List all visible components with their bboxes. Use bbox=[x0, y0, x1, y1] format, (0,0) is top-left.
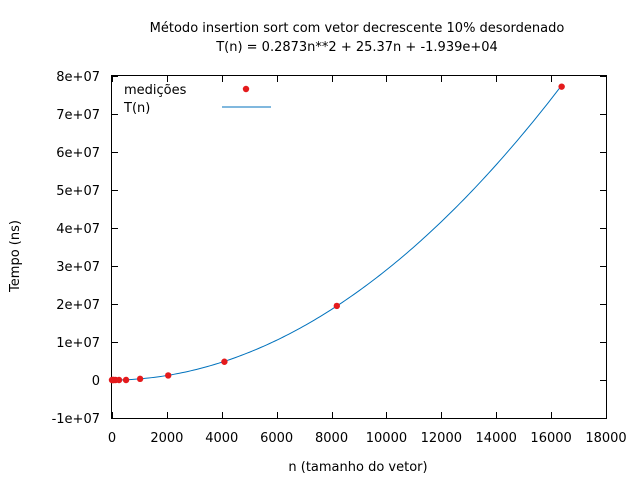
data-point bbox=[221, 358, 228, 365]
y-tick-label: 3e+07 bbox=[56, 260, 100, 275]
y-tick-label: 7e+07 bbox=[56, 108, 100, 123]
y-tick-label: 0 bbox=[92, 374, 100, 389]
plot-frame bbox=[111, 75, 607, 419]
x-tick-label: 16000 bbox=[530, 431, 571, 446]
data-point bbox=[115, 376, 123, 384]
x-tick-label: 12000 bbox=[421, 431, 462, 446]
measurement-points bbox=[108, 83, 565, 384]
x-tick-label: 2000 bbox=[150, 431, 183, 446]
x-axis-label: n (tamanho do vetor) bbox=[288, 460, 427, 475]
legend-marker-measurements bbox=[242, 85, 250, 93]
plot-area bbox=[108, 83, 565, 384]
y-tick-label: 8e+07 bbox=[56, 70, 100, 85]
x-axis: 0 2000 4000 6000 8000 10000 12000 14000 16000 180… bbox=[108, 76, 627, 446]
y-tick-label: 5e+07 bbox=[56, 184, 100, 199]
chart-title: Método insertion sort com vetor decresce… bbox=[150, 21, 565, 36]
y-tick-label: 2e+07 bbox=[56, 298, 100, 313]
x-tick-label: 6000 bbox=[260, 431, 293, 446]
x-tick-label: 4000 bbox=[205, 431, 238, 446]
legend: medições T(n) bbox=[123, 83, 271, 116]
data-point bbox=[165, 372, 172, 379]
data-point bbox=[136, 375, 144, 383]
data-point bbox=[122, 376, 130, 384]
x-tick-label: 10000 bbox=[366, 431, 407, 446]
x-tick-label: 0 bbox=[108, 431, 116, 446]
x-tick-label: 18000 bbox=[585, 431, 626, 446]
y-axis-label: Tempo (ns) bbox=[8, 220, 23, 293]
y-tick-label: 1e+07 bbox=[56, 336, 100, 351]
fit-curve bbox=[111, 85, 563, 381]
data-point bbox=[558, 83, 565, 90]
y-tick-label: 6e+07 bbox=[56, 146, 100, 161]
x-tick-label: 8000 bbox=[315, 431, 348, 446]
y-axis: -1e+07 0 1e+07 2e+07 3e+07 4e+07 5e+07 6e+07 7e+… bbox=[52, 70, 606, 427]
x-tick-label: 14000 bbox=[476, 431, 517, 446]
y-tick-label: -1e+07 bbox=[52, 412, 100, 427]
legend-label-fit: T(n) bbox=[123, 101, 150, 116]
data-point bbox=[333, 302, 341, 310]
y-tick-label: 4e+07 bbox=[56, 222, 100, 237]
legend-label-measurements: medições bbox=[124, 83, 187, 98]
chart-subtitle: T(n) = 0.2873n**2 + 25.37n + -1.939e+04 bbox=[215, 40, 498, 55]
